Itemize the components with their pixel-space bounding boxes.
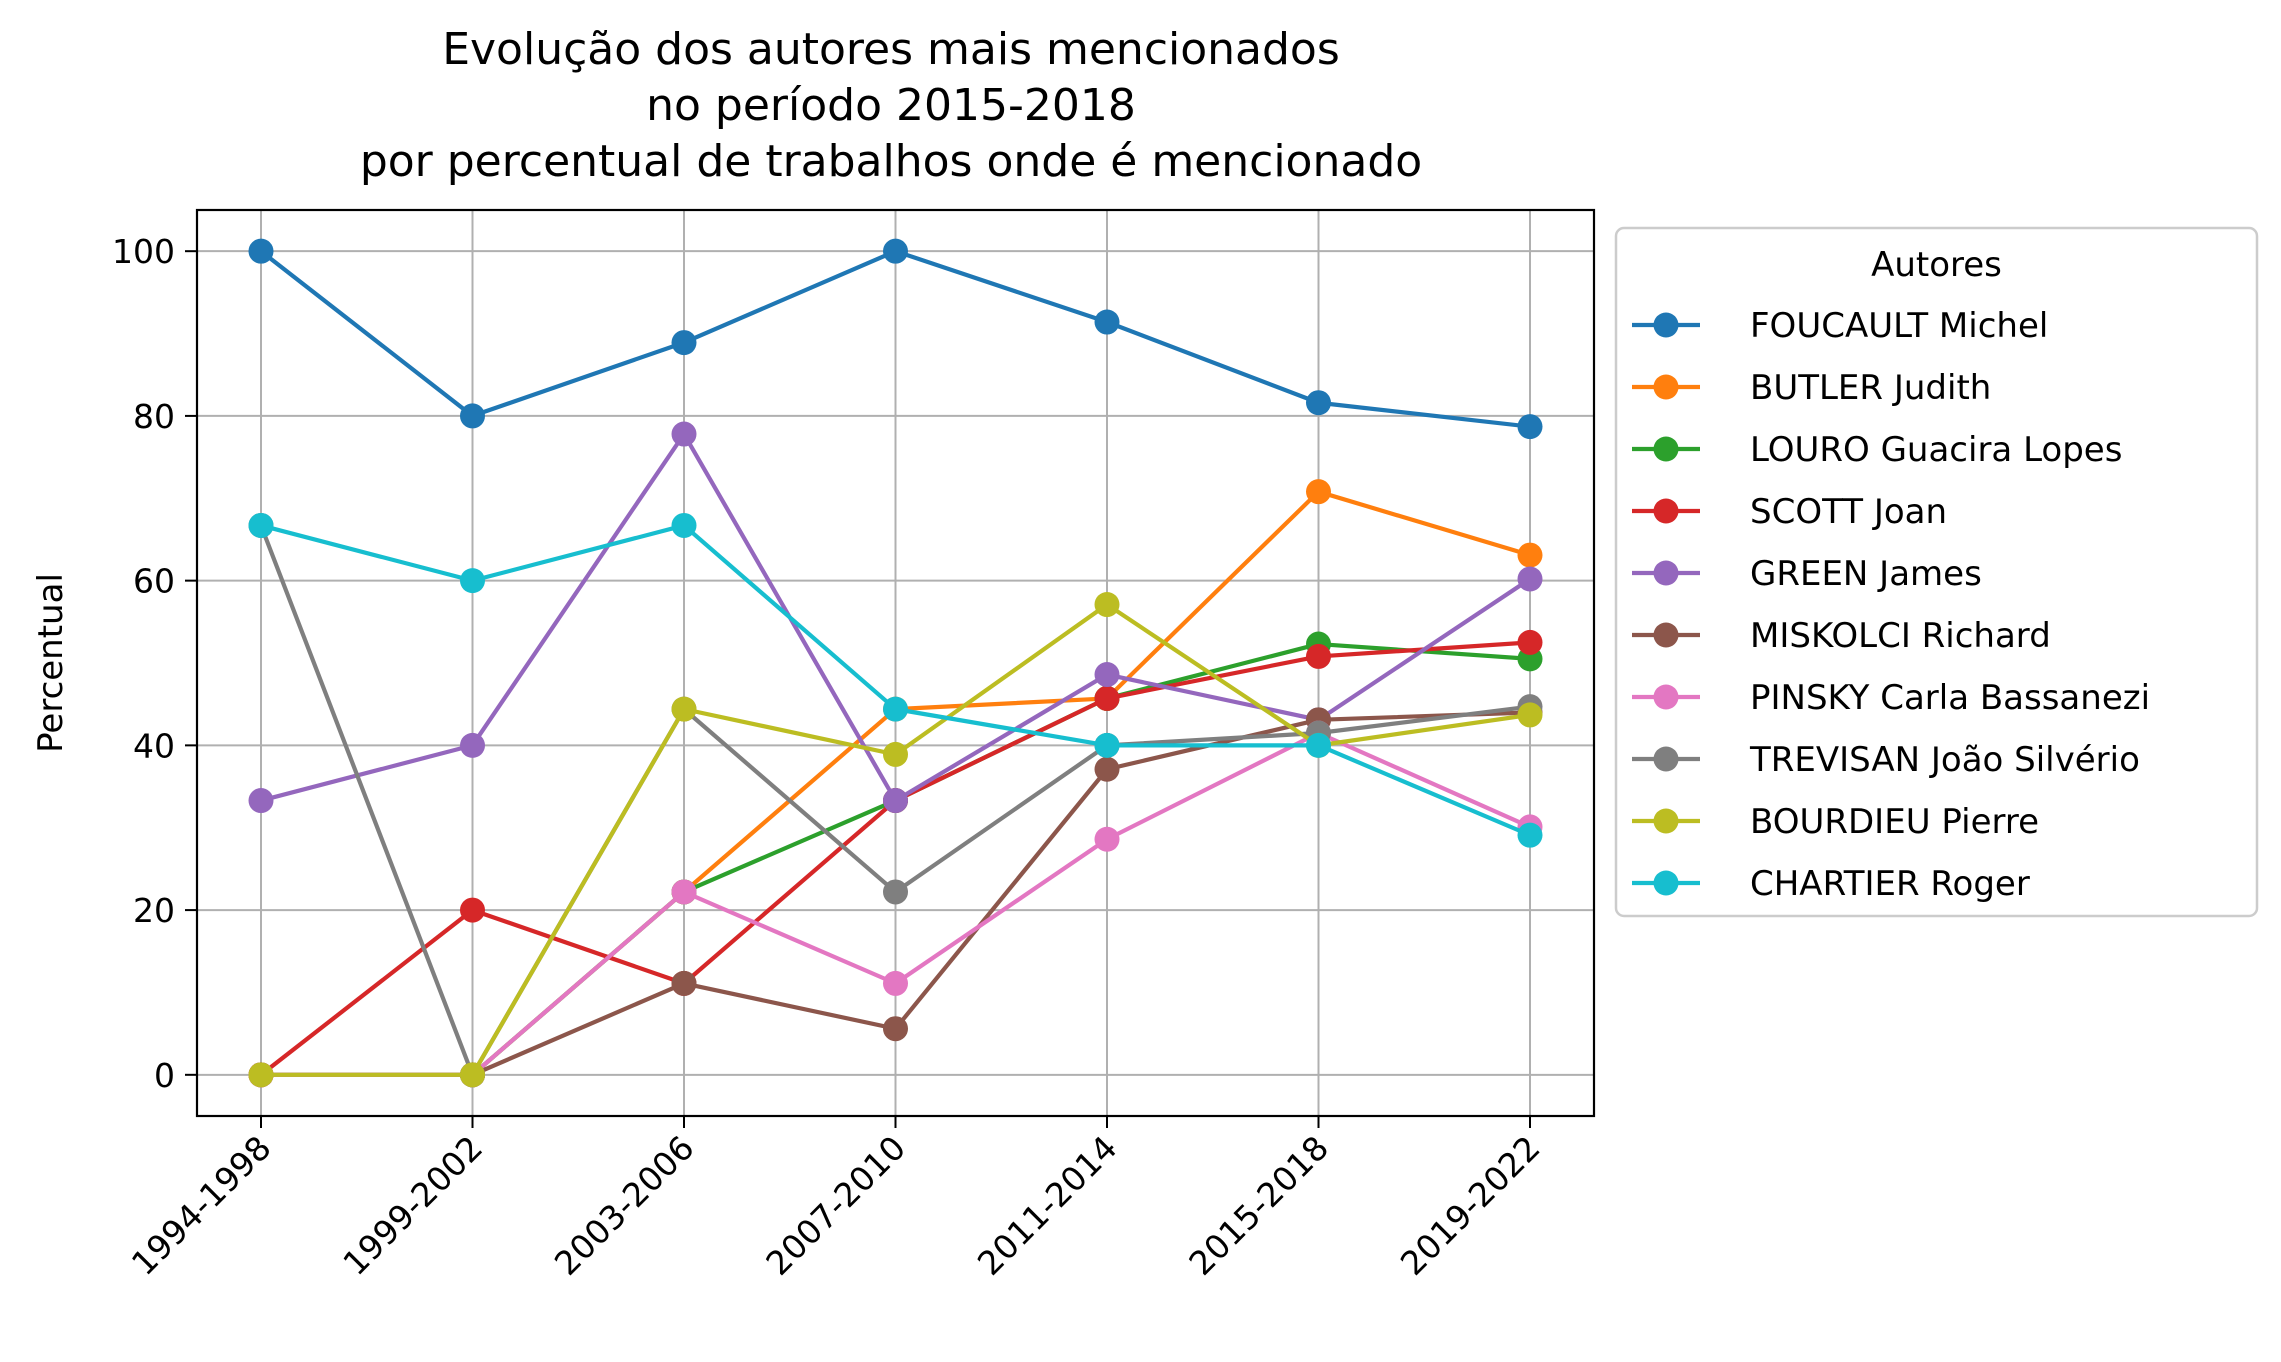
legend-swatch-marker (1653, 560, 1679, 586)
x-tick-label: 2003-2006 (547, 1128, 702, 1283)
legend-item: SCOTT Joan (1632, 492, 1947, 532)
data-point (1094, 826, 1120, 852)
data-point (1517, 702, 1543, 728)
legend-item: GREEN James (1632, 554, 1982, 594)
legend-label: TREVISAN João Silvério (1749, 740, 2140, 780)
series-layer (248, 238, 1543, 1088)
legend-swatch-marker (1653, 498, 1679, 524)
legend-item: FOUCAULT Michel (1632, 306, 2048, 346)
plot-frame (195, 208, 1596, 1118)
series-group (248, 238, 1543, 440)
series-group (248, 512, 1543, 848)
y-tick-label: 60 (133, 562, 175, 601)
data-point (1517, 822, 1543, 848)
data-point (460, 568, 485, 594)
y-tick-label: 100 (112, 232, 175, 271)
data-point (1306, 479, 1331, 505)
legend-title: Autores (1871, 245, 2002, 285)
legend-label: GREEN James (1750, 554, 1982, 594)
legend-swatch-marker (1653, 746, 1679, 772)
data-point (883, 788, 908, 814)
legend-label: PINSKY Carla Bassanezi (1750, 678, 2150, 718)
chart-title: Evolução dos autores mais mencionados no… (360, 24, 1422, 187)
x-tick-label: 1994-1998 (124, 1128, 279, 1283)
data-point (460, 403, 485, 429)
legend-swatch-marker (1653, 808, 1679, 834)
data-point (1094, 685, 1120, 711)
data-point (1517, 414, 1543, 440)
legend-swatch-marker (1653, 436, 1679, 462)
data-point (883, 741, 908, 767)
legend-swatch-marker (1653, 374, 1679, 400)
legend-label: FOUCAULT Michel (1750, 306, 2048, 346)
x-tick-label: 1999-2002 (335, 1128, 490, 1283)
chart-title-line-1: Evolução dos autores mais mencionados (442, 24, 1340, 75)
y-axis-label: Percentual (31, 573, 71, 753)
data-point (460, 897, 485, 923)
data-point (883, 970, 908, 996)
legend-swatch-marker (1653, 684, 1679, 710)
data-point (671, 879, 697, 905)
legend-item: PINSKY Carla Bassanezi (1632, 678, 2150, 718)
data-point (671, 512, 697, 538)
data-point (460, 1062, 485, 1088)
legend-label: BOURDIEU Pierre (1750, 802, 2039, 842)
legend-item: BOURDIEU Pierre (1632, 802, 2039, 842)
legend-swatch-marker (1653, 622, 1679, 648)
y-tick-label: 40 (133, 726, 175, 765)
data-point (248, 512, 274, 538)
data-point (1517, 542, 1543, 568)
legend-label: SCOTT Joan (1750, 492, 1947, 532)
x-tick-label: 2019-2022 (1393, 1128, 1548, 1283)
legend-item: BUTLER Judith (1632, 368, 1991, 408)
data-point (248, 238, 274, 264)
legend-frame (1614, 226, 2259, 918)
data-point (1306, 390, 1331, 416)
x-tick-label: 2015-2018 (1181, 1128, 1336, 1283)
data-point (248, 788, 274, 814)
data-point (460, 732, 485, 758)
data-point (883, 879, 908, 905)
legend-swatch-marker (1653, 870, 1679, 896)
legend-items: FOUCAULT Michel BUTLER Judith LOURO Guacir… (1632, 306, 2150, 904)
data-point (1094, 732, 1120, 758)
data-point (671, 421, 697, 447)
data-point (1094, 592, 1120, 618)
data-point (248, 1062, 274, 1088)
legend-item: LOURO Guacira Lopes (1632, 430, 2122, 470)
data-point (671, 330, 697, 356)
chart-title-line-2: no período 2015-2018 (646, 80, 1136, 131)
y-tick-label: 20 (133, 891, 175, 930)
y-tick-label: 0 (154, 1056, 175, 1095)
legend-item: CHARTIER Roger (1632, 864, 2030, 904)
chart-title-line-3: por percentual de trabalhos onde é menci… (360, 136, 1422, 187)
data-point (1306, 732, 1331, 758)
legend-label: BUTLER Judith (1750, 368, 1991, 408)
legend-label: MISKOLCI Richard (1750, 616, 2051, 656)
legend-swatch-marker (1653, 312, 1679, 338)
x-tick-label: 2007-2010 (758, 1128, 913, 1283)
data-point (1517, 566, 1543, 592)
legend-label: CHARTIER Roger (1750, 864, 2030, 904)
data-point (1094, 756, 1120, 782)
legend-item: MISKOLCI Richard (1632, 616, 2051, 656)
data-point (883, 696, 908, 722)
legend-item: TREVISAN João Silvério (1632, 740, 2140, 780)
legend-label: LOURO Guacira Lopes (1750, 430, 2122, 470)
data-point (671, 696, 697, 722)
data-point (883, 1016, 908, 1042)
y-tick-label: 80 (133, 397, 175, 436)
data-point (1094, 309, 1120, 335)
legend: Autores FOUCAULT Michel BUTLER Judith LOUR… (1614, 226, 2259, 918)
data-point (1306, 643, 1331, 669)
x-tick-label: 2011-2014 (970, 1128, 1125, 1283)
data-point (1094, 662, 1120, 688)
data-point (883, 238, 908, 264)
data-point (1517, 629, 1543, 655)
data-point (671, 970, 697, 996)
